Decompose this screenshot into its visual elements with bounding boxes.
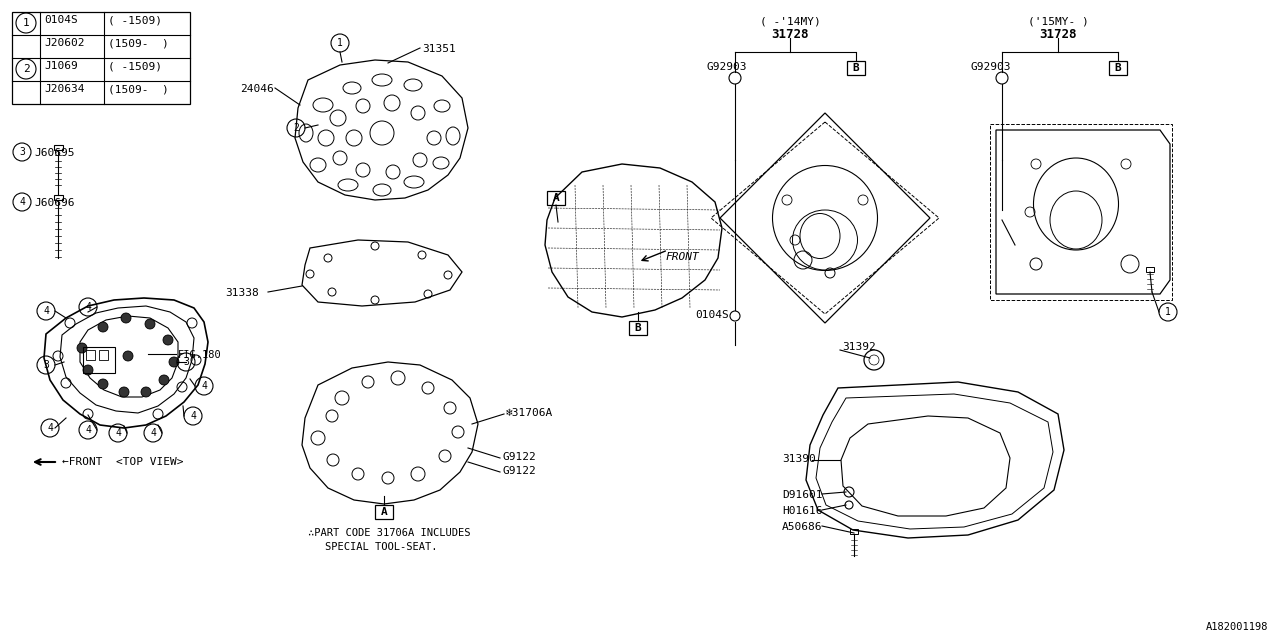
Bar: [850, 529, 858, 534]
Circle shape: [122, 313, 131, 323]
Text: J60696: J60696: [35, 198, 74, 208]
Circle shape: [99, 379, 108, 389]
Text: B: B: [1115, 63, 1121, 73]
Text: A: A: [553, 193, 559, 203]
Text: A: A: [380, 507, 388, 517]
Bar: [54, 195, 63, 200]
Text: J20634: J20634: [44, 84, 84, 94]
Text: 1: 1: [1165, 307, 1171, 317]
Text: D91601: D91601: [782, 490, 823, 500]
Bar: [375, 505, 393, 519]
Text: 4: 4: [189, 411, 196, 421]
Bar: [86, 350, 95, 360]
Circle shape: [119, 387, 129, 397]
Text: 2: 2: [293, 123, 300, 133]
Circle shape: [145, 319, 155, 329]
Circle shape: [99, 322, 108, 332]
Text: H01616: H01616: [782, 506, 823, 516]
Text: 31390: 31390: [782, 454, 815, 464]
Text: G92903: G92903: [970, 62, 1010, 72]
Text: 4: 4: [84, 302, 91, 312]
Bar: [1108, 61, 1126, 75]
Text: 31392: 31392: [842, 342, 876, 352]
Circle shape: [123, 351, 133, 361]
Text: (1509-  ): (1509- ): [108, 38, 169, 48]
Bar: [628, 321, 646, 335]
Circle shape: [83, 365, 93, 375]
Text: (1509-  ): (1509- ): [108, 84, 169, 94]
Text: G9122: G9122: [502, 466, 536, 476]
Text: 0104S: 0104S: [695, 310, 728, 320]
Text: ('15MY- ): ('15MY- ): [1028, 16, 1088, 26]
Text: G92903: G92903: [707, 62, 746, 72]
Bar: [847, 61, 865, 75]
Text: 31728: 31728: [1039, 28, 1076, 41]
Text: 0104S: 0104S: [44, 15, 78, 25]
Bar: [12, 12, 189, 104]
Text: 1: 1: [23, 18, 29, 28]
Bar: [54, 145, 63, 150]
Circle shape: [163, 335, 173, 345]
Text: FIG.180: FIG.180: [178, 350, 221, 360]
Text: A182001198: A182001198: [1206, 622, 1268, 632]
Bar: [989, 124, 1172, 300]
Text: J20602: J20602: [44, 38, 84, 48]
Text: ( -1509): ( -1509): [108, 61, 163, 71]
Circle shape: [141, 387, 151, 397]
Text: 4: 4: [44, 306, 49, 316]
Text: SPECIAL TOOL-SEAT.: SPECIAL TOOL-SEAT.: [325, 542, 438, 552]
Text: 31728: 31728: [772, 28, 809, 41]
Text: J60695: J60695: [35, 148, 74, 158]
Text: 4: 4: [19, 197, 24, 207]
Bar: [1146, 267, 1155, 272]
Text: 4: 4: [201, 381, 207, 391]
Text: ∴PART CODE 31706A INCLUDES: ∴PART CODE 31706A INCLUDES: [308, 528, 471, 538]
Text: B: B: [635, 323, 641, 333]
Text: FRONT: FRONT: [666, 252, 699, 262]
Text: ( -'14MY): ( -'14MY): [759, 16, 820, 26]
Bar: [547, 191, 564, 205]
Text: 3: 3: [19, 147, 24, 157]
Text: 4: 4: [150, 428, 156, 438]
Text: 4: 4: [84, 425, 91, 435]
Text: A50686: A50686: [782, 522, 823, 532]
Text: 4: 4: [47, 423, 52, 433]
Circle shape: [169, 357, 179, 367]
Text: 31338: 31338: [225, 288, 259, 298]
Text: 24046: 24046: [241, 84, 274, 94]
Text: B: B: [852, 63, 859, 73]
Text: 2: 2: [23, 64, 29, 74]
Text: J1069: J1069: [44, 61, 78, 71]
Text: G9122: G9122: [502, 452, 536, 462]
Text: 3: 3: [183, 357, 189, 367]
Text: ( -1509): ( -1509): [108, 15, 163, 25]
Circle shape: [77, 343, 87, 353]
Text: ❄31706A: ❄31706A: [506, 408, 553, 418]
Bar: [83, 347, 115, 373]
Text: ←FRONT  <TOP VIEW>: ←FRONT <TOP VIEW>: [61, 457, 183, 467]
Text: 3: 3: [44, 360, 49, 370]
Text: 1: 1: [337, 38, 343, 48]
Text: 4: 4: [115, 428, 120, 438]
Circle shape: [159, 375, 169, 385]
Text: 31351: 31351: [422, 44, 456, 54]
Bar: [99, 350, 108, 360]
